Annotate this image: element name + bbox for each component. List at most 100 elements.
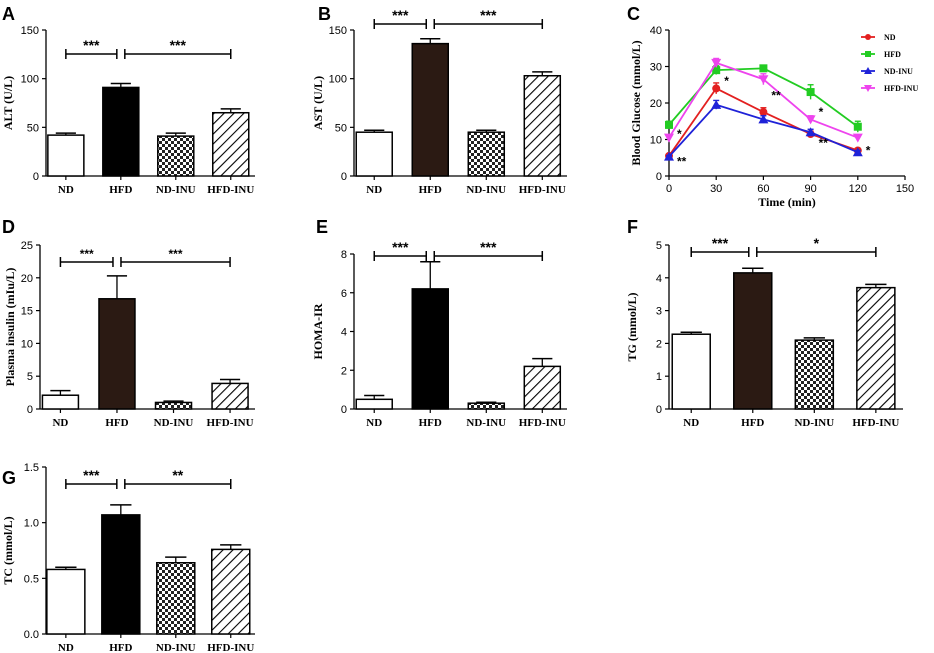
y-tick-label: 10 [21, 338, 33, 350]
marker [665, 120, 673, 129]
sig-label: ** [172, 467, 183, 483]
panel-letter: F [627, 217, 638, 237]
y-tick-label: 20 [21, 273, 33, 285]
y-tick-label: 2 [341, 365, 347, 377]
bar-nd [355, 131, 393, 177]
x-tick-label: HFD [105, 417, 128, 429]
bar-hfd-inu [211, 382, 249, 410]
x-tick-label: HFD [741, 417, 764, 429]
legend-label: ND-INU [884, 67, 913, 76]
y-tick-label: 10 [650, 135, 662, 147]
y-tick-label: 0.0 [24, 629, 39, 641]
sig-annotation: * [819, 105, 824, 119]
x-tick-label: 0 [666, 183, 672, 195]
y-tick-label: 0 [33, 171, 39, 183]
panel-letter: E [316, 217, 328, 237]
x-tick-label: 60 [757, 183, 769, 195]
y-tick-label: 0 [27, 404, 33, 416]
y-tick-label: 40 [650, 25, 662, 37]
panel-A: A 0 50 100 150 ALT (U/L) ND HFD ND-INU HFD-INU ***… [1, 4, 255, 196]
legend-label: HFD [884, 50, 901, 59]
bar-hfd [101, 514, 141, 635]
sig-annotation: ** [771, 89, 781, 103]
sig-label: *** [169, 247, 183, 261]
bar-nd [671, 333, 711, 410]
y-tick-label: 50 [27, 122, 39, 134]
sig-label: *** [83, 467, 100, 483]
y-axis-label: AST (U/L) [311, 76, 325, 130]
marker [758, 75, 769, 85]
marker [853, 122, 862, 131]
x-tick-label: HFD-INU [207, 642, 254, 653]
y-tick-label: 0 [341, 404, 347, 416]
y-tick-label: 150 [21, 25, 39, 37]
x-tick-label: ND [58, 184, 74, 196]
bar-nd [47, 134, 85, 177]
x-tick-label: HFD [109, 642, 132, 653]
x-tick-label: 30 [710, 183, 722, 195]
panel-D: D 0 5 10 15 20 25 Plasma insulin (mIu/L) ND HFD ND… [2, 217, 255, 429]
bar-nd-inu [794, 339, 835, 410]
marker [712, 66, 721, 75]
bar-nd [41, 394, 80, 410]
sig-label: *** [480, 7, 497, 23]
marker [711, 99, 722, 109]
legend-label: ND [884, 33, 896, 42]
x-tick-label: HFD [419, 417, 442, 429]
sig-annotation: ** [677, 154, 687, 168]
sig-label: *** [80, 247, 94, 261]
x-tick-label: ND-INU [156, 642, 196, 653]
x-tick-label: HFD-INU [519, 417, 566, 429]
marker [712, 84, 721, 93]
marker [664, 151, 674, 161]
x-tick-label: ND-INU [466, 417, 506, 429]
y-tick-label: 3 [656, 306, 662, 318]
y-tick-label: 0 [656, 171, 662, 183]
x-tick-label: HFD [419, 184, 442, 196]
bar-nd-inu [156, 561, 196, 635]
marker [865, 34, 871, 40]
y-axis-label: TG (mmol/L) [625, 293, 639, 362]
y-tick-label: 100 [21, 74, 39, 86]
x-tick-label: ND [58, 642, 74, 653]
x-tick-label: ND-INU [794, 417, 834, 429]
y-tick-label: 50 [335, 122, 347, 134]
sig-label: *** [712, 235, 729, 251]
y-tick-label: 1.5 [24, 462, 39, 474]
y-tick-label: 15 [21, 306, 33, 318]
y-tick-label: 1 [656, 371, 662, 383]
bar-hfd [102, 86, 140, 177]
marker [864, 67, 872, 74]
bar-nd-inu [467, 131, 506, 177]
marker [758, 114, 769, 124]
legend-label: HFD-INU [884, 84, 918, 93]
marker [852, 133, 863, 143]
x-tick-label: 90 [804, 183, 816, 195]
y-tick-label: 100 [329, 74, 347, 86]
bar-hfd [411, 288, 450, 410]
y-tick-label: 0.5 [24, 573, 39, 585]
marker [805, 127, 816, 137]
y-tick-label: 5 [656, 240, 662, 252]
x-tick-label: ND [52, 417, 68, 429]
y-tick-label: 0 [341, 171, 347, 183]
bar-hfd-inu [212, 111, 250, 177]
x-tick-label: HFD-INU [207, 184, 254, 196]
marker [711, 58, 722, 68]
bar-nd-inu [157, 135, 195, 177]
y-tick-label: 4 [341, 327, 347, 339]
marker [759, 64, 768, 73]
x-tick-label: ND [366, 184, 382, 196]
y-tick-label: 20 [650, 98, 662, 110]
y-axis-label: Plasma insulin (mIu/L) [3, 268, 17, 387]
sig-annotation: * [724, 74, 729, 88]
x-tick-label: HFD-INU [207, 417, 254, 429]
bar-hfd [98, 298, 136, 410]
panel-G: G 0.0 0.5 1.0 1.5 TC (mmol/L) ND HFD ND-INU HFD-I… [1, 462, 255, 653]
y-axis-label: TC (mmol/L) [1, 516, 15, 584]
sig-annotation: ** [819, 136, 829, 150]
x-tick-label: ND-INU [154, 417, 194, 429]
panel-letter: D [2, 217, 15, 237]
y-axis-label: ALT (U/L) [1, 76, 15, 130]
